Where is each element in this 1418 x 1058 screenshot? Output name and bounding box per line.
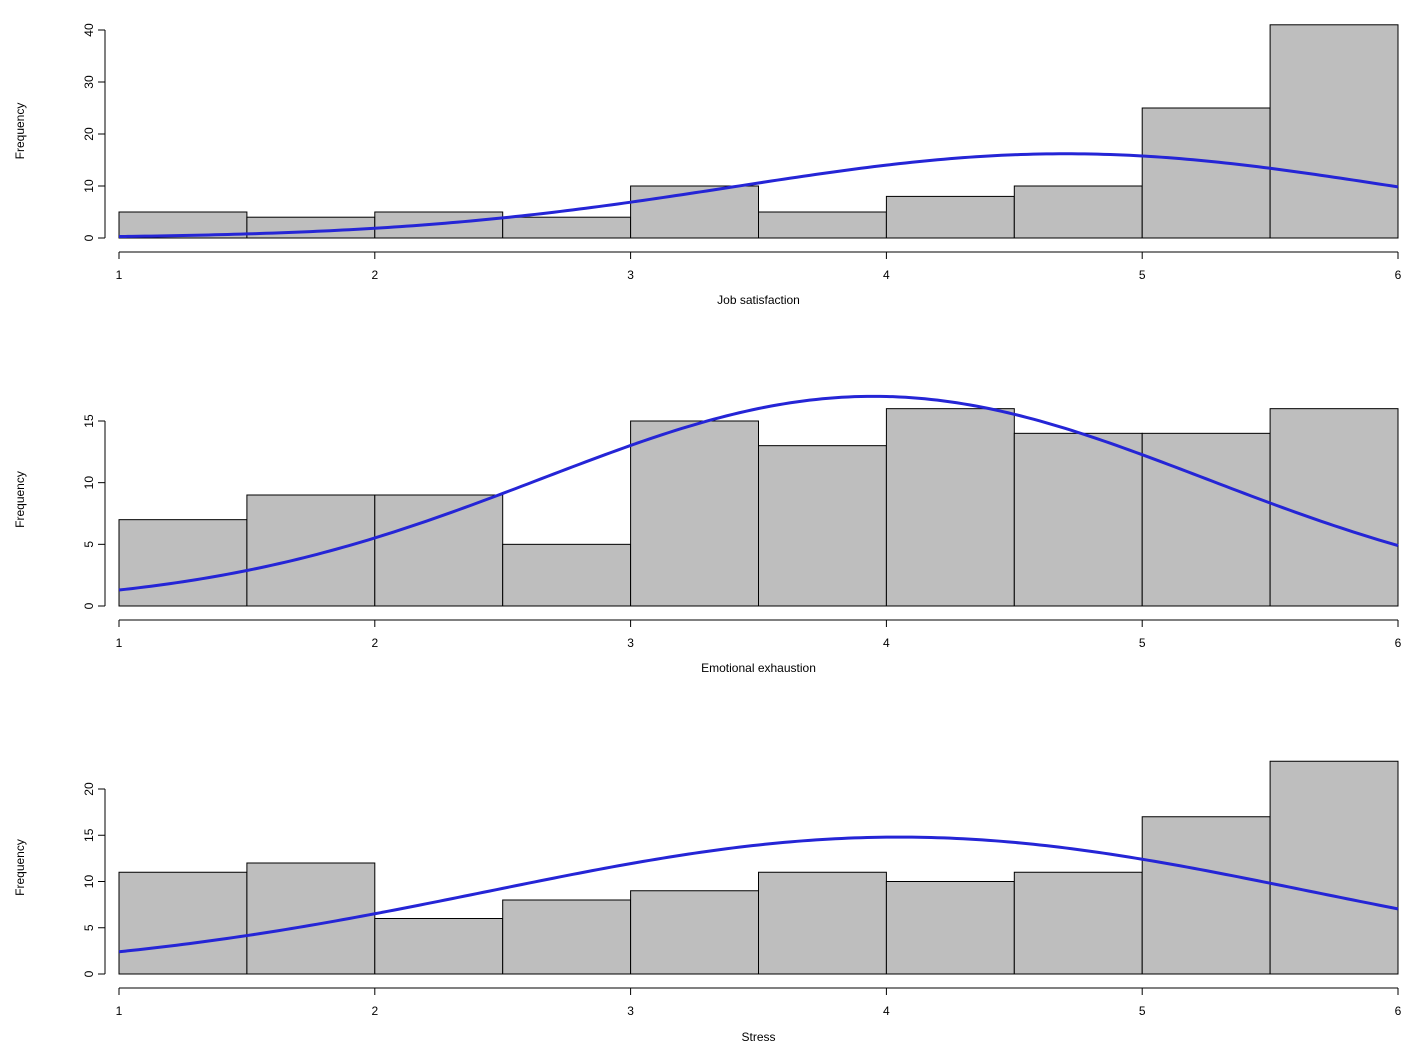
x-axis-title: Job satisfaction <box>717 293 800 307</box>
histogram-bar <box>1269 24 1399 239</box>
y-axis-title: Frequency <box>13 471 27 528</box>
histogram-bar <box>758 211 887 239</box>
histogram-bar <box>630 185 759 239</box>
histogram-bar <box>885 881 1015 975</box>
histogram-bar <box>1141 107 1271 239</box>
y-tick-label: 0 <box>82 234 96 241</box>
x-tick-label: 1 <box>116 268 123 282</box>
x-tick-label: 6 <box>1395 268 1402 282</box>
histogram-bar <box>758 871 887 975</box>
x-tick-label: 3 <box>627 1004 634 1018</box>
histogram-bar <box>1269 760 1399 975</box>
y-tick-label: 10 <box>82 179 96 193</box>
histogram-panel-3: 1 2 3 4 5 6 0 5 10 15 20 Stress Frequency <box>13 760 1402 1044</box>
x-tick-label: 1 <box>116 1004 123 1018</box>
density-curve <box>118 835 1399 954</box>
x-axis-title: Stress <box>741 1030 775 1044</box>
histogram-bar <box>885 408 1015 607</box>
histogram-bar <box>246 494 376 607</box>
x-tick-label: 6 <box>1395 1004 1402 1018</box>
x-axis-title: Emotional exhaustion <box>701 661 816 675</box>
x-tick-label: 1 <box>116 636 123 650</box>
histogram-bar <box>374 918 504 975</box>
histogram-bar <box>1013 185 1143 239</box>
x-tick-label: 2 <box>371 268 378 282</box>
histogram-bar <box>1013 871 1143 975</box>
x-tick-label: 4 <box>883 1004 890 1018</box>
histogram-bar <box>1141 816 1271 975</box>
histogram-bar <box>1141 432 1271 607</box>
y-tick-label: 0 <box>82 602 96 609</box>
y-tick-label: 5 <box>82 541 96 548</box>
histogram-bar <box>1013 432 1143 607</box>
y-axis-title: Frequency <box>13 103 27 160</box>
y-tick-label: 20 <box>82 127 96 141</box>
density-curve <box>118 152 1399 239</box>
x-tick-label: 4 <box>883 636 890 650</box>
histogram-bar <box>374 494 504 607</box>
y-tick-label: 10 <box>82 476 96 490</box>
x-tick-label: 4 <box>883 268 890 282</box>
histogram-bar <box>118 871 248 975</box>
histogram-panel-2: 1 2 3 4 5 6 0 5 10 15 Emotional exhaustion Frequenc… <box>13 394 1402 675</box>
y-tick-label: 20 <box>82 782 96 796</box>
y-tick-label: 15 <box>82 414 96 428</box>
histogram-bar <box>630 420 759 607</box>
histogram-bar <box>246 216 376 239</box>
density-curve <box>118 394 1399 592</box>
y-tick-label: 15 <box>82 828 96 842</box>
x-tick-label: 3 <box>627 268 634 282</box>
histogram-bar <box>502 216 632 239</box>
histogram-bar <box>502 543 632 607</box>
y-tick-label: 30 <box>82 75 96 89</box>
y-tick-label: 0 <box>82 970 96 977</box>
x-tick-label: 5 <box>1139 636 1146 650</box>
y-tick-label: 5 <box>82 924 96 931</box>
y-axis-title: Frequency <box>13 839 27 896</box>
x-tick-label: 5 <box>1139 1004 1146 1018</box>
x-tick-label: 3 <box>627 636 634 650</box>
x-tick-label: 2 <box>371 1004 378 1018</box>
x-tick-label: 6 <box>1395 636 1402 650</box>
histogram-bar <box>502 899 632 975</box>
y-tick-label: 10 <box>82 875 96 889</box>
histogram-bar <box>758 445 887 607</box>
y-tick-label: 40 <box>82 23 96 37</box>
histogram-bar <box>118 519 248 607</box>
x-tick-label: 5 <box>1139 268 1146 282</box>
histogram-bar <box>630 890 759 975</box>
x-tick-label: 2 <box>371 636 378 650</box>
histogram-bar <box>1269 408 1399 607</box>
histogram-panel-1: 1 2 3 4 5 6 0 10 20 30 40 Job satisfaction Frequency <box>13 23 1402 307</box>
histogram-bar <box>885 195 1015 239</box>
